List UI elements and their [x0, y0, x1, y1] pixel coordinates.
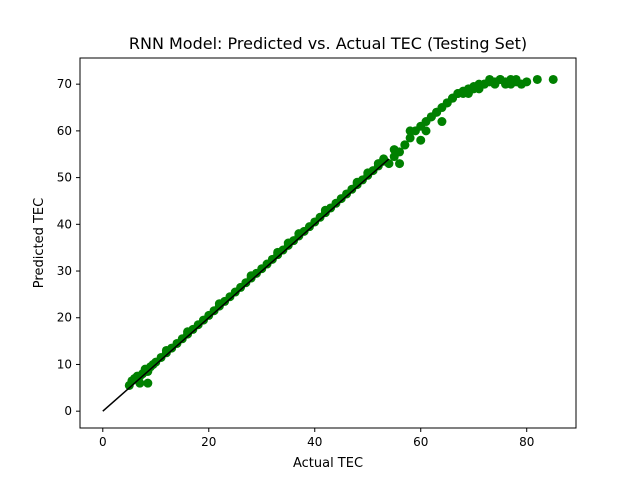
data-point [294, 229, 304, 239]
y-tick-label: 0 [64, 404, 72, 418]
x-tick-label: 80 [519, 435, 534, 449]
y-tick-label: 20 [57, 311, 72, 325]
data-point [548, 74, 558, 84]
data-point [416, 135, 426, 145]
y-tick-label: 40 [57, 217, 72, 231]
data-point [273, 247, 283, 257]
x-tick-label: 40 [307, 435, 322, 449]
data-point [143, 378, 153, 388]
data-point [320, 205, 330, 215]
y-tick-label: 10 [57, 357, 72, 371]
data-point [389, 145, 399, 155]
data-point [395, 159, 405, 169]
data-point [283, 238, 293, 248]
data-point [506, 79, 516, 89]
x-tick-label: 20 [201, 435, 216, 449]
y-tick-label: 70 [57, 77, 72, 91]
data-point [485, 74, 495, 84]
data-point [132, 373, 142, 383]
y-axis-ticks: 0 10 20 30 40 50 60 70 [57, 77, 80, 418]
data-point [352, 177, 362, 187]
data-point [379, 154, 389, 164]
y-axis-label: Predicted TEC [32, 198, 47, 288]
data-point [532, 74, 542, 84]
y-tick-label: 60 [57, 124, 72, 138]
data-point [183, 327, 193, 337]
data-point [421, 126, 431, 136]
chart-title: RNN Model: Predicted vs. Actual TEC (Tes… [129, 34, 527, 53]
x-axis-ticks: 0 20 40 60 80 [99, 428, 534, 449]
x-tick-label: 0 [99, 435, 107, 449]
y-tick-label: 30 [57, 264, 72, 278]
y-tick-label: 50 [57, 171, 72, 185]
data-point [363, 168, 373, 178]
plot-frame [79, 57, 577, 429]
data-point [400, 140, 410, 150]
data-point [246, 271, 256, 281]
data-point [405, 126, 415, 136]
data-point [437, 117, 447, 127]
data-point [474, 84, 484, 94]
x-axis-label: Actual TEC [293, 456, 363, 471]
data-point [214, 299, 224, 309]
data-point [432, 107, 442, 117]
x-tick-label: 60 [413, 435, 428, 449]
reference-line [102, 158, 390, 412]
data-point [516, 79, 526, 89]
data-point [140, 364, 150, 374]
data-point [453, 89, 463, 99]
data-point [405, 133, 415, 143]
data-point [161, 345, 171, 355]
scatter-points [124, 74, 558, 390]
data-point [463, 89, 473, 99]
